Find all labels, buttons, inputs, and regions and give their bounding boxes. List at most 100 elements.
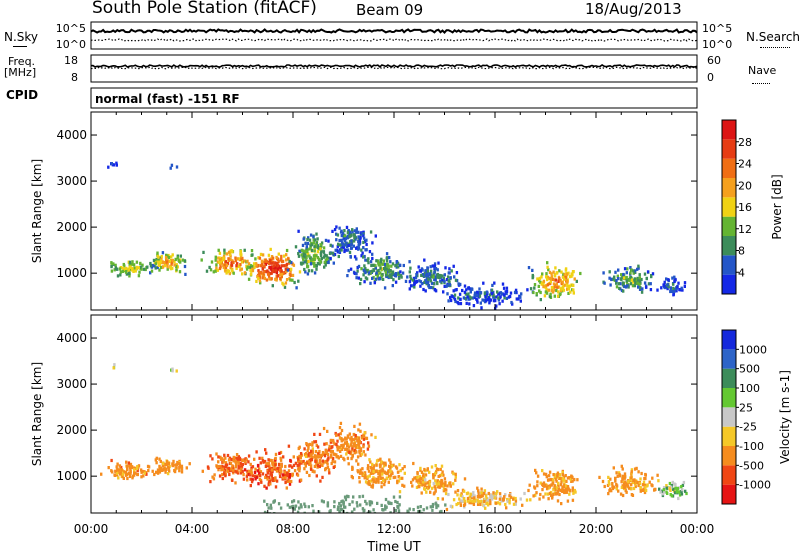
power-cell: [309, 262, 313, 266]
velocity-cell: [279, 462, 283, 466]
velocity-cell: [329, 440, 333, 444]
velocity-cell: [371, 485, 374, 489]
power-cell: [361, 251, 364, 255]
power-cell: [459, 282, 462, 286]
power-cell: [274, 277, 277, 281]
velocity-cell: [662, 486, 666, 490]
power-cell: [468, 295, 471, 299]
velocity-cell: [457, 501, 460, 506]
velocity-cell: [111, 470, 114, 474]
velocity-cell: [612, 466, 615, 470]
power-cell: [202, 250, 205, 254]
power-cell: [457, 282, 460, 286]
ground-scatter-cell: [397, 509, 401, 513]
power-cell: [376, 273, 380, 277]
velocity-cell: [234, 481, 237, 485]
velocity-cell: [561, 476, 565, 480]
velocity-cell: [313, 464, 317, 468]
power-cell: [470, 287, 473, 291]
power-cell: [480, 306, 483, 310]
velocity-cell: [316, 454, 319, 458]
power-cell: [163, 264, 167, 268]
power-cell: [357, 276, 360, 280]
velocity-cell: [565, 479, 568, 483]
power-cell: [384, 270, 387, 274]
power-cell: [442, 276, 445, 280]
velocity-cell: [308, 453, 311, 457]
ground-scatter-cell: [267, 506, 270, 510]
velocity-cell: [365, 436, 368, 440]
velocity-cell: [282, 475, 285, 480]
velocity-cell: [298, 454, 301, 458]
velocity-cell: [416, 472, 419, 476]
velocity-cell: [566, 499, 570, 503]
power-cell: [558, 269, 561, 273]
power-cell: [558, 277, 561, 281]
power-cell: [498, 302, 501, 306]
power-cell: [562, 272, 565, 276]
ground-scatter-cell: [338, 501, 341, 506]
power-cell: [675, 289, 678, 293]
power-cell: [302, 257, 305, 261]
velocity-cell: [173, 470, 177, 474]
velocity-cell: [222, 460, 225, 464]
velocity-cell: [375, 459, 379, 463]
velocity-cell: [471, 499, 474, 504]
power-cell: [432, 282, 436, 286]
power-cell: [622, 289, 625, 293]
power-cell: [276, 274, 280, 278]
power-cell: [110, 162, 113, 166]
velocity-cell: [241, 469, 244, 473]
ground-scatter-cell: [364, 499, 367, 503]
power-cell: [313, 271, 317, 275]
velocity-cell: [646, 483, 649, 487]
power-cell: [459, 297, 462, 302]
power-cell: [239, 257, 242, 261]
velocity-cell: [533, 486, 537, 490]
power-cell: [519, 295, 522, 299]
power-cell: [291, 278, 294, 282]
power-cell: [323, 265, 326, 269]
velocity-cell: [572, 488, 575, 493]
power-cell: [176, 254, 179, 258]
power-cell: [632, 271, 635, 275]
ground-scatter-cell: [292, 499, 296, 503]
velocity-cell: [463, 503, 466, 507]
velocity-cell: [217, 465, 220, 469]
power-cell: [547, 288, 551, 292]
power-cell: [270, 277, 273, 281]
velocity-cell: [247, 469, 251, 473]
velocity-cell: [264, 448, 267, 452]
velocity-cell: [454, 475, 457, 479]
ground-scatter-cell: [416, 505, 420, 509]
power-cell: [377, 263, 380, 267]
power-cell: [433, 275, 437, 279]
power-cell: [392, 278, 395, 282]
velocity-cell: [323, 442, 326, 446]
power-cell: [379, 263, 382, 267]
ground-scatter-cell: [263, 511, 267, 513]
power-cell: [252, 262, 256, 266]
velocity-cell: [358, 422, 362, 426]
velocity-cell: [309, 464, 313, 468]
power-cell: [269, 261, 273, 265]
power-cell: [573, 277, 576, 281]
power-cell: [313, 254, 317, 258]
velocity-cell: [396, 470, 400, 474]
velocity-cell: [637, 483, 640, 488]
velocity-cell: [359, 453, 362, 458]
power-cell: [261, 267, 264, 271]
power-cell: [622, 276, 626, 280]
velocity-cell: [264, 464, 268, 468]
velocity-cell: [318, 455, 321, 459]
power-cell: [540, 275, 543, 279]
velocity-cell: [235, 453, 239, 457]
power-cell: [166, 265, 169, 269]
velocity-cell: [370, 469, 374, 473]
power-cell: [285, 253, 288, 257]
velocity-cell: [180, 464, 184, 468]
power-cell: [458, 292, 462, 296]
power-cell: [369, 281, 372, 285]
colorbar-swatch: [722, 274, 736, 294]
power-cell: [571, 270, 575, 274]
